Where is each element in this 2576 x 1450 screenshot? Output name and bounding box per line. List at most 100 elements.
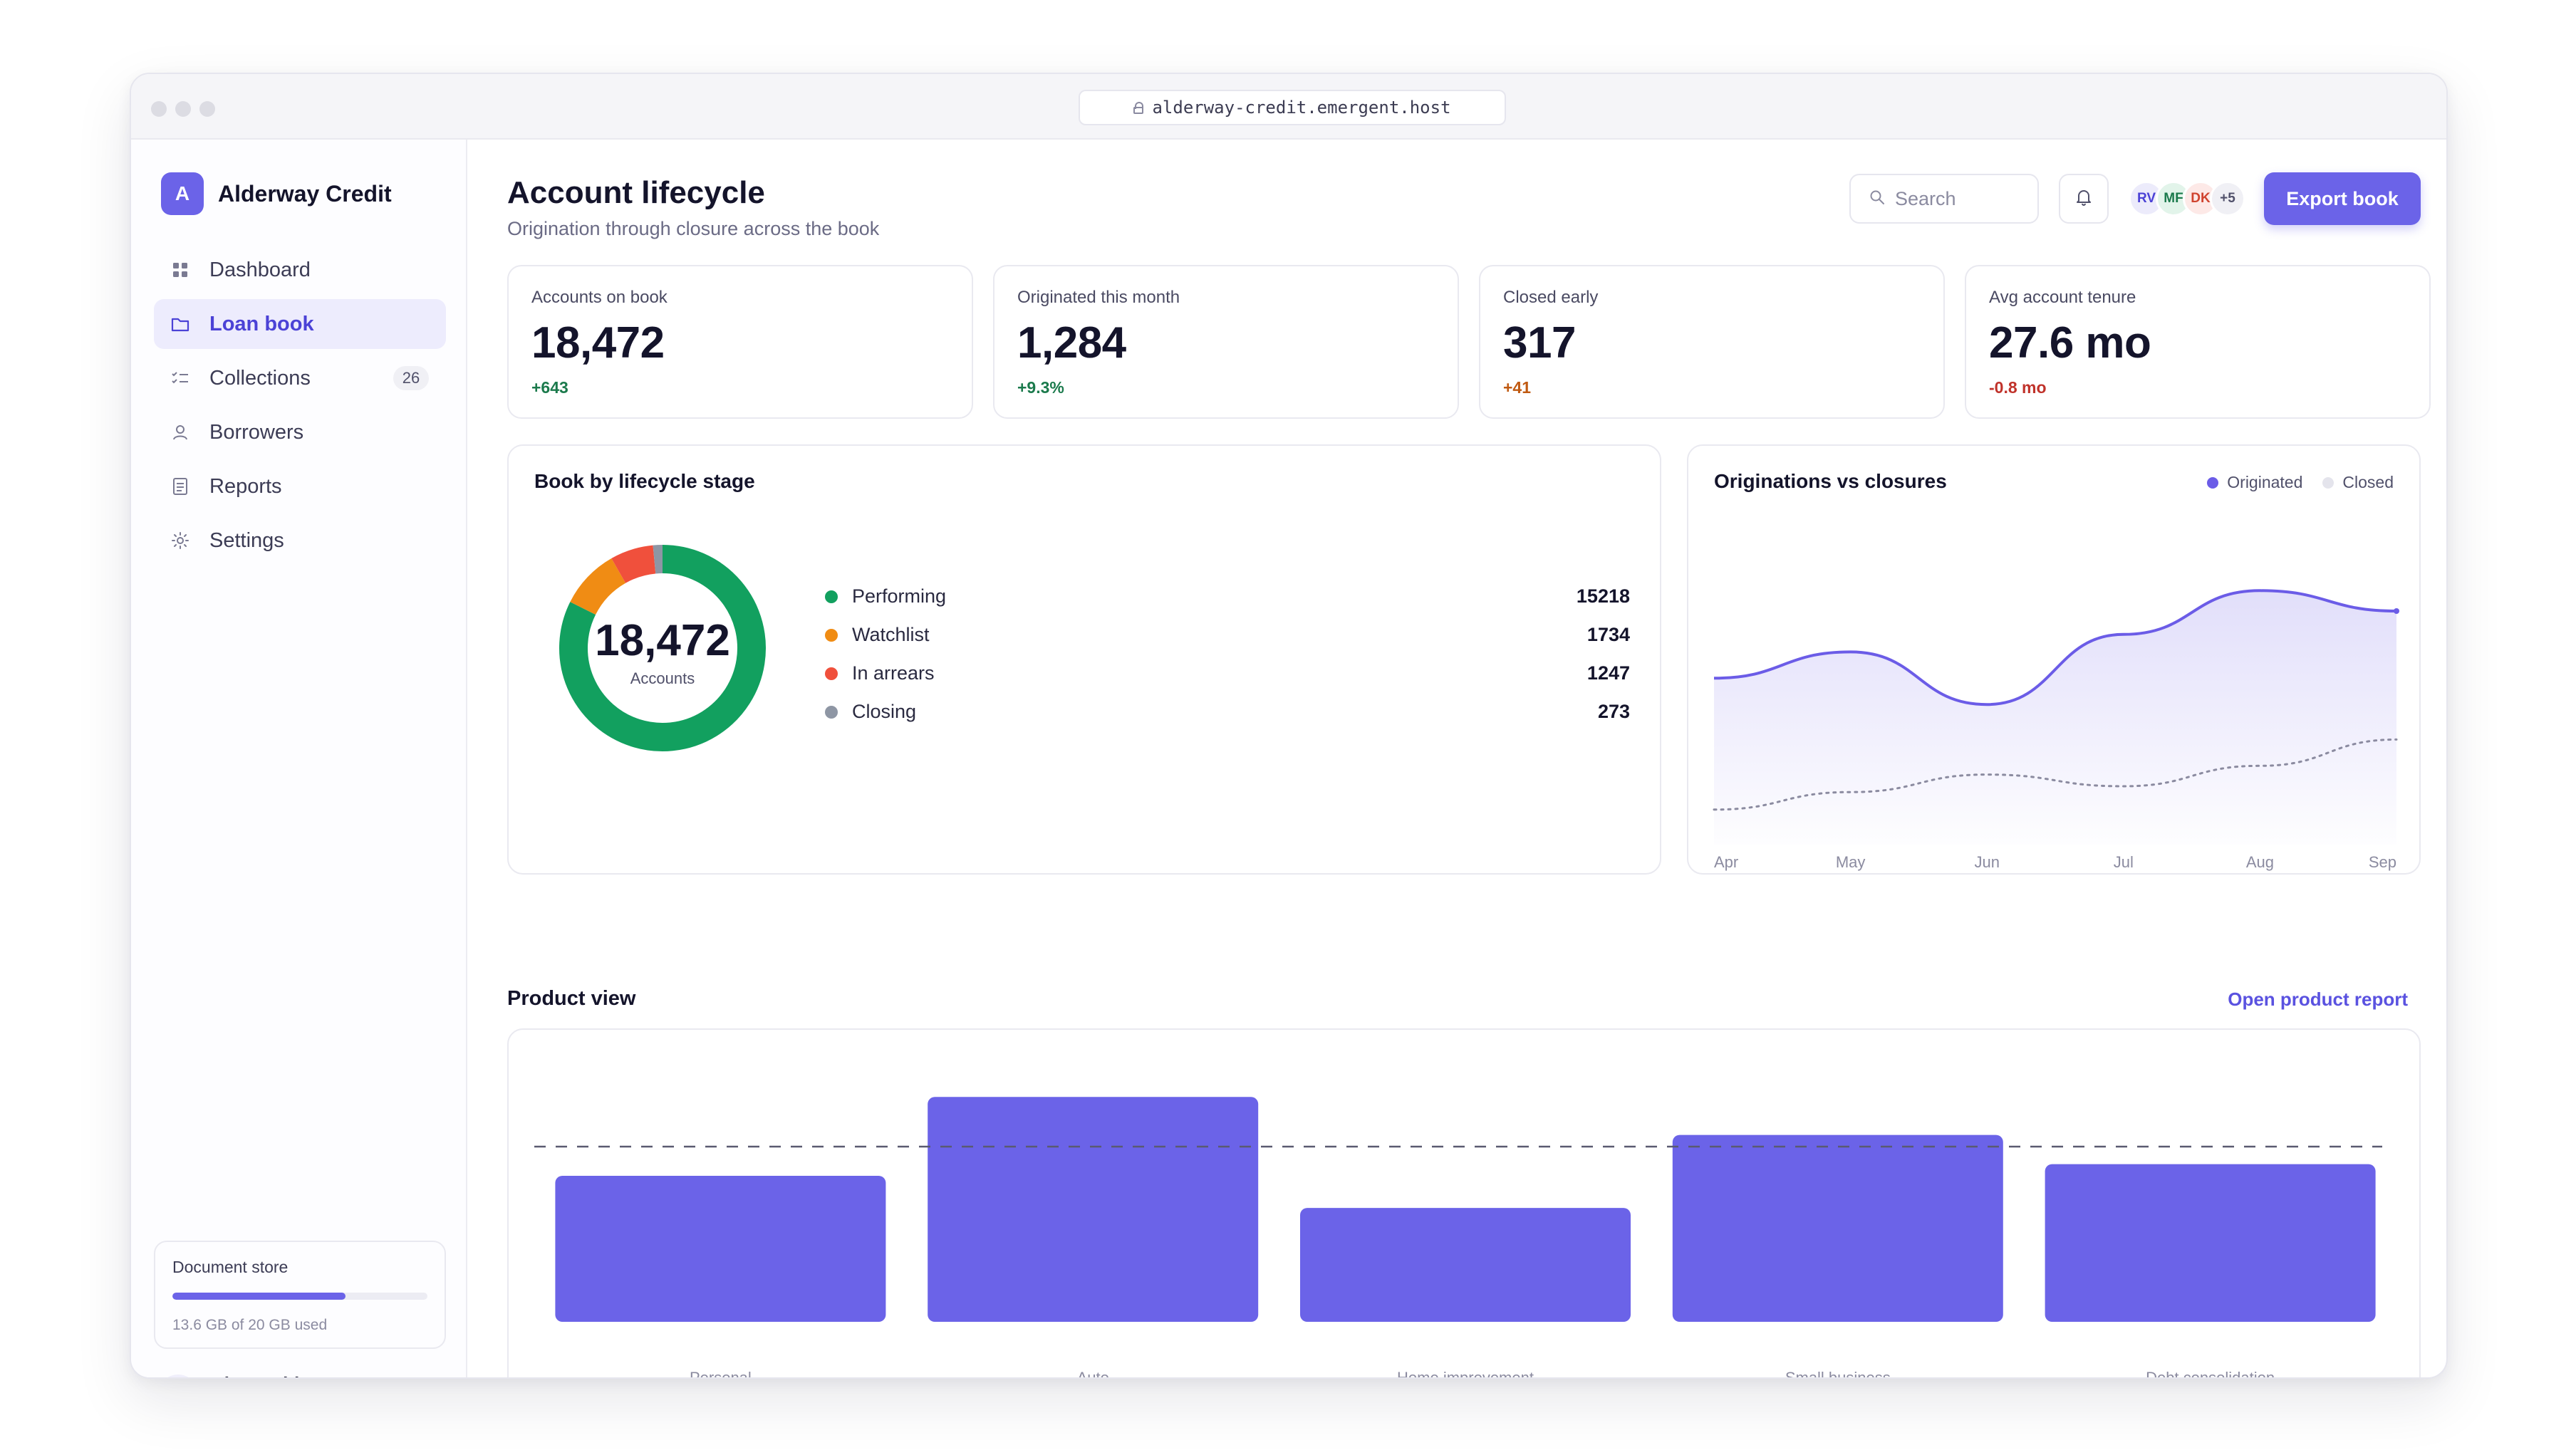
legend-item-watchlist: Watchlist 1734 [825,624,1630,646]
sidebar-item-borrowers[interactable]: Borrowers [154,407,446,457]
series-endpoint-originated [2394,608,2399,614]
open-product-report-link[interactable]: Open product report [2228,989,2408,1010]
x-tick-label: Jun [1974,853,1999,871]
x-tick-label: May [1836,853,1866,871]
x-tick-label: Apr [1714,853,1738,871]
legend-label: In arrears [852,662,935,684]
section-title: Product view [507,987,636,1010]
x-tick-label: Aug [2246,853,2274,871]
avatar-overflow-count: +5 [2210,181,2245,217]
export-book-button[interactable]: Export book [2264,172,2421,225]
window-close-dot[interactable] [151,101,167,117]
bar-debt-consolidation[interactable] [2045,1164,2376,1322]
legend-item-in-arrears: In arrears 1247 [825,662,1630,684]
storage-progress-bar [172,1293,427,1300]
sidebar-item-loan-book[interactable]: Loan book [154,299,446,349]
window-maximize-dot[interactable] [199,101,215,117]
sidebar-item-label: Loan book [209,312,314,335]
user-name: Rhea Vaidya [211,1373,335,1377]
legend-originated[interactable]: Originated [2207,473,2302,492]
page-title: Account lifecycle [507,175,765,210]
kpi-label: Avg account tenure [1989,288,2136,307]
browser-window: alderway-credit.emergent.host A Alderway… [130,73,2448,1379]
donut-center-value: 18,472 [595,616,730,665]
search-input[interactable]: Search [1849,174,2039,224]
sidebar: A Alderway Credit Dashboard Loan book [131,140,467,1377]
donut-center-label: Accounts [630,669,695,687]
collaborator-avatars[interactable]: RV MF DK +5 [2129,181,2245,217]
series-line-closed [1713,738,2398,811]
x-tick-label: Debt consolidation [2146,1369,2275,1379]
donut-slice-performing [559,545,766,751]
legend-value: 1734 [1586,624,1630,645]
originations-area-chart: Apr May Jun Jul Aug Sep [1713,589,2399,871]
product-view-card: Personal Auto Home improvement Small busine… [507,1028,2421,1379]
kpi-card: Closed early 317 +41 [1479,265,1945,419]
legend-closed[interactable]: Closed [2322,473,2394,492]
document-store-card: Document store 13.6 GB of 20 GB used [154,1241,446,1349]
sidebar-item-label: Settings [209,528,284,552]
grid-icon [171,261,189,279]
kpi-delta: +643 [531,378,568,397]
search-icon [1869,188,1885,210]
card-title: Originations vs closures [1714,470,1947,492]
kpi-card: Accounts on book 18,472 +643 [507,265,973,419]
sidebar-item-settings[interactable]: Settings [154,516,446,565]
sidebar-item-collections[interactable]: Collections 26 [154,353,446,403]
main-content: Account lifecycle Origination through cl… [469,140,2446,1377]
sidebar-item-label: Collections [209,366,311,390]
kpi-delta: -0.8 mo [1989,378,2047,397]
originations-card: Originations vs closures Originated Clos… [1687,444,2421,875]
chart-legend: Originated Closed [2207,473,2394,492]
card-title: Book by lifecycle stage [534,470,755,492]
sidebar-item-dashboard[interactable]: Dashboard [154,245,446,295]
search-placeholder: Search [1895,187,1956,209]
kpi-label: Closed early [1503,288,1599,307]
kpi-value: 1,284 [1017,318,1126,367]
brand[interactable]: A Alderway Credit [161,172,392,215]
bar-home-improvement[interactable] [1300,1208,1631,1322]
x-tick-label: Small business [1785,1369,1891,1379]
legend-value: 1247 [1586,662,1630,684]
originated-area-fill [1714,590,2396,845]
brand-logo: A [161,172,204,215]
legend-item-closing: Closing 273 [825,701,1630,723]
legend-label: Closed [2342,473,2394,491]
window-minimize-dot[interactable] [175,101,191,117]
bar-personal[interactable] [555,1176,886,1322]
kpi-label: Accounts on book [531,288,668,307]
sidebar-item-label: Reports [209,474,282,498]
gear-icon [171,531,189,550]
donut-slice-closing [653,545,663,574]
x-tick-label: Jul [2114,853,2134,871]
product-bar-chart: Personal Auto Home improvement Small busine… [534,1097,2382,1379]
url-bar[interactable]: alderway-credit.emergent.host [1079,90,1506,125]
sidebar-item-label: Dashboard [209,258,311,281]
kpi-delta: +41 [1503,378,1532,397]
kpi-value: 18,472 [531,318,665,367]
document-icon [171,477,189,496]
bar-auto[interactable] [928,1097,1259,1322]
lock-icon [1133,102,1144,114]
storage-progress-fill [172,1293,346,1300]
kpi-delta: +9.3% [1017,378,1064,397]
notifications-button[interactable] [2059,174,2109,224]
user-profile[interactable]: RV Rhea Vaidya Portfolio Manager [158,1373,335,1377]
brand-name: Alderway Credit [218,180,392,207]
bar-small-business[interactable] [1672,1135,2003,1322]
sidebar-item-reports[interactable]: Reports [154,461,446,511]
page-subtitle: Origination through closure across the b… [507,218,880,239]
lifecycle-donut-chart: 18,472 Accounts [559,545,766,751]
legend-label: Performing [852,585,947,607]
legend-item-performing: Performing 15218 [825,585,1630,607]
legend-value: 15218 [1576,585,1630,607]
bell-icon [2076,189,2092,209]
x-tick-label: Sep [2369,853,2396,871]
legend-label: Closing [852,701,917,722]
x-tick-label: Home improvement [1397,1369,1534,1379]
legend-swatch [825,628,838,642]
x-tick-label: Auto [1077,1369,1109,1379]
checklist-icon [171,369,189,387]
x-tick-label: Personal [690,1369,752,1379]
lifecycle-stage-card: Book by lifecycle stage 18,472 Accounts … [507,444,1661,875]
